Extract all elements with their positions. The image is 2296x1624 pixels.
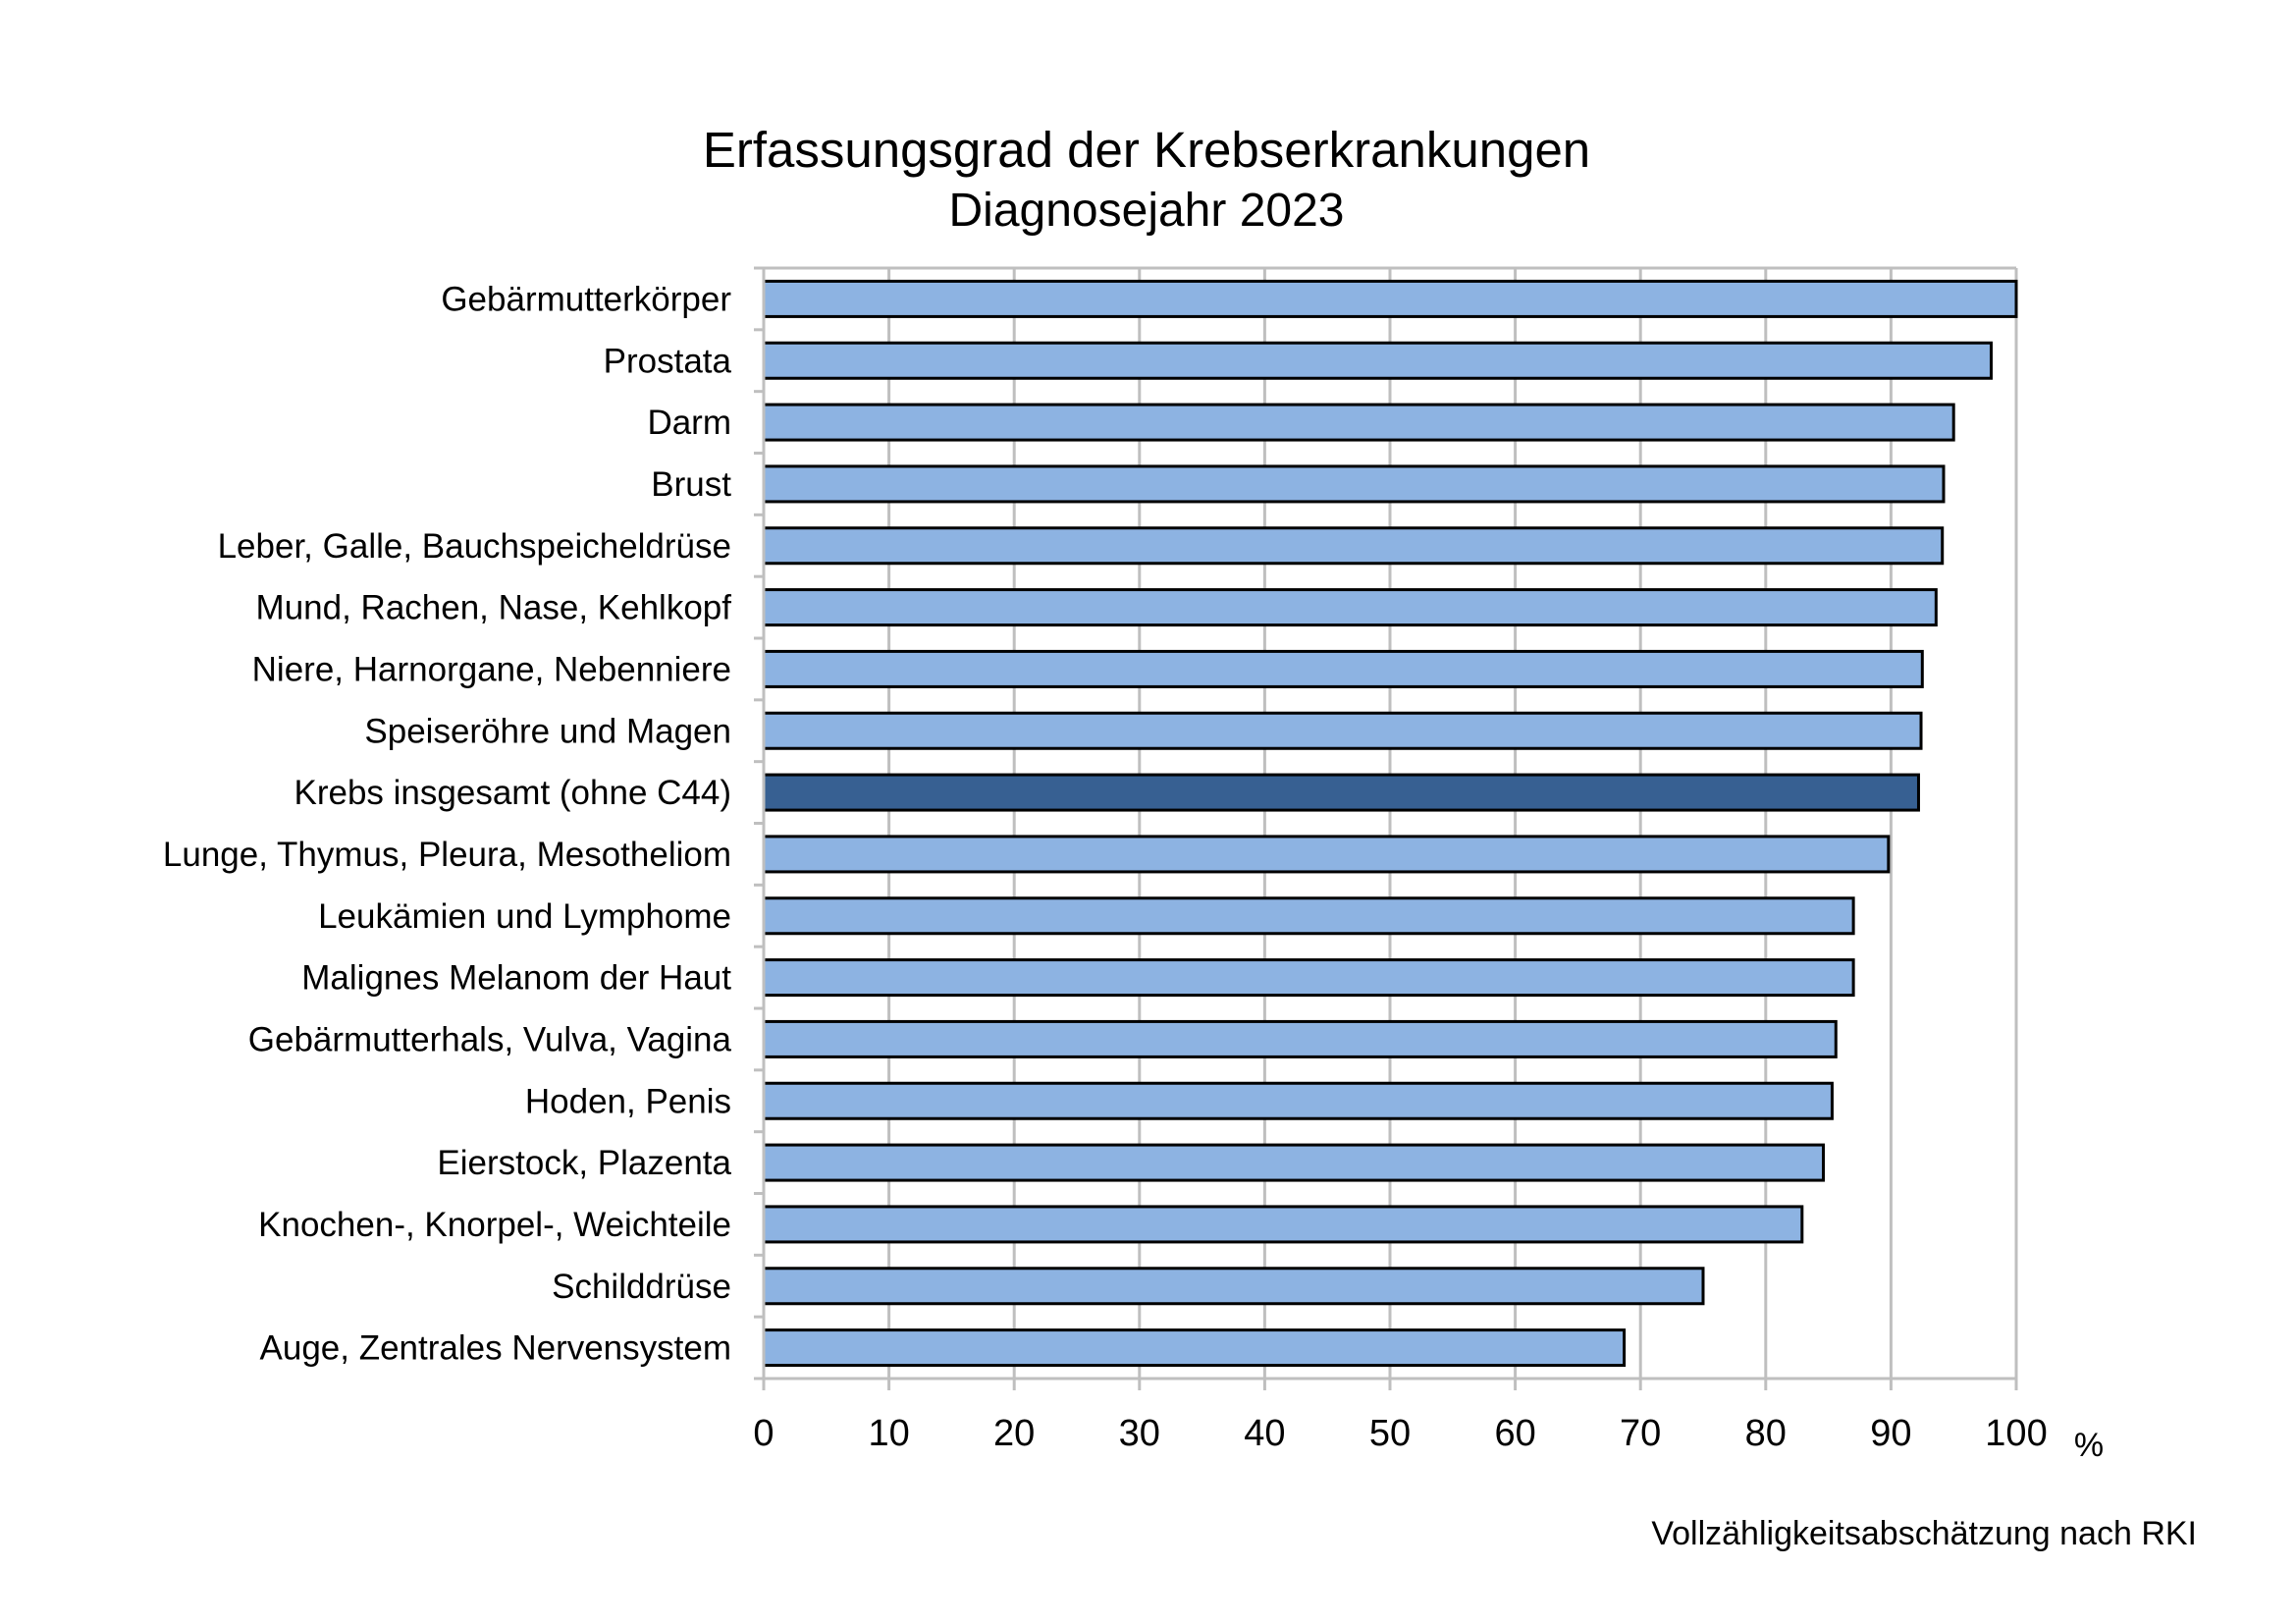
- x-tick-label: 0: [753, 1413, 774, 1454]
- category-label: Knochen-, Knorpel-, Weichteile: [258, 1206, 731, 1244]
- bar: [762, 1267, 1705, 1306]
- bar: [762, 835, 1891, 874]
- bar: [762, 464, 1946, 504]
- bar: [762, 1143, 1825, 1182]
- x-tick-label: 90: [1870, 1413, 1911, 1454]
- bar: [762, 711, 1923, 750]
- bar: [762, 279, 2018, 318]
- bar: [762, 403, 1955, 442]
- x-tick-label: 30: [1119, 1413, 1160, 1454]
- category-label: Brust: [651, 465, 731, 504]
- bar: [762, 773, 1920, 812]
- x-tick-label: 100: [1985, 1413, 2047, 1454]
- bar: [762, 896, 1855, 936]
- category-label: Leber, Galle, Bauchspeicheldrüse: [218, 527, 731, 566]
- bar: [762, 649, 1924, 688]
- x-tick-label: 20: [993, 1413, 1035, 1454]
- x-tick-label: 50: [1369, 1413, 1411, 1454]
- chart-title: Erfassungsgrad der Krebserkrankungen: [703, 122, 1590, 178]
- category-label: Leukämien und Lymphome: [318, 897, 731, 936]
- axes: [754, 266, 2018, 1390]
- bar: [762, 1019, 1838, 1058]
- bar: [762, 526, 1945, 566]
- chart-subtitle: Diagnosejahr 2023: [949, 185, 1345, 237]
- x-tick-label: 10: [868, 1413, 909, 1454]
- category-label: Hoden, Penis: [525, 1082, 731, 1120]
- gridlines: [764, 266, 2018, 1379]
- bar: [762, 1081, 1834, 1120]
- bar: [762, 958, 1855, 998]
- category-label: Gebärmutterhals, Vulva, Vagina: [248, 1020, 732, 1058]
- category-label: Speiseröhre und Magen: [364, 712, 731, 750]
- category-labels: Gebärmutterkörper Prostata Darm Brust Leber,…: [163, 280, 732, 1367]
- x-tick-label: 40: [1244, 1413, 1285, 1454]
- x-tick-label: 60: [1494, 1413, 1535, 1454]
- category-label: Malignes Melanom der Haut: [301, 959, 731, 998]
- category-label: Auge, Zentrales Nervensystem: [260, 1329, 731, 1368]
- bar: [762, 588, 1938, 627]
- category-label: Mund, Rachen, Nase, Kehlkopf: [256, 589, 732, 627]
- category-label: Schilddrüse: [552, 1268, 731, 1306]
- x-tick-label: 70: [1620, 1413, 1661, 1454]
- category-label: Darm: [647, 404, 731, 442]
- bar: [762, 1328, 1627, 1368]
- x-tick-label: 80: [1745, 1413, 1787, 1454]
- category-label: Krebs insgesamt (ohne C44): [294, 774, 732, 812]
- source-note: Vollzähligkeitsabschätzung nach RKI: [1651, 1515, 2197, 1552]
- category-label: Niere, Harnorgane, Nebenniere: [252, 650, 731, 688]
- x-unit-label: %: [2074, 1427, 2104, 1464]
- bar: [762, 341, 1993, 380]
- category-label: Prostata: [604, 342, 732, 380]
- category-label: Lunge, Thymus, Pleura, Mesotheliom: [163, 836, 731, 874]
- tick-labels: 0 10 20 30 40 50 60 70 80 90 100: [753, 1413, 2047, 1454]
- bar: [762, 1205, 1804, 1244]
- category-label: Eierstock, Plazenta: [437, 1144, 731, 1182]
- category-label: Gebärmutterkörper: [441, 280, 731, 318]
